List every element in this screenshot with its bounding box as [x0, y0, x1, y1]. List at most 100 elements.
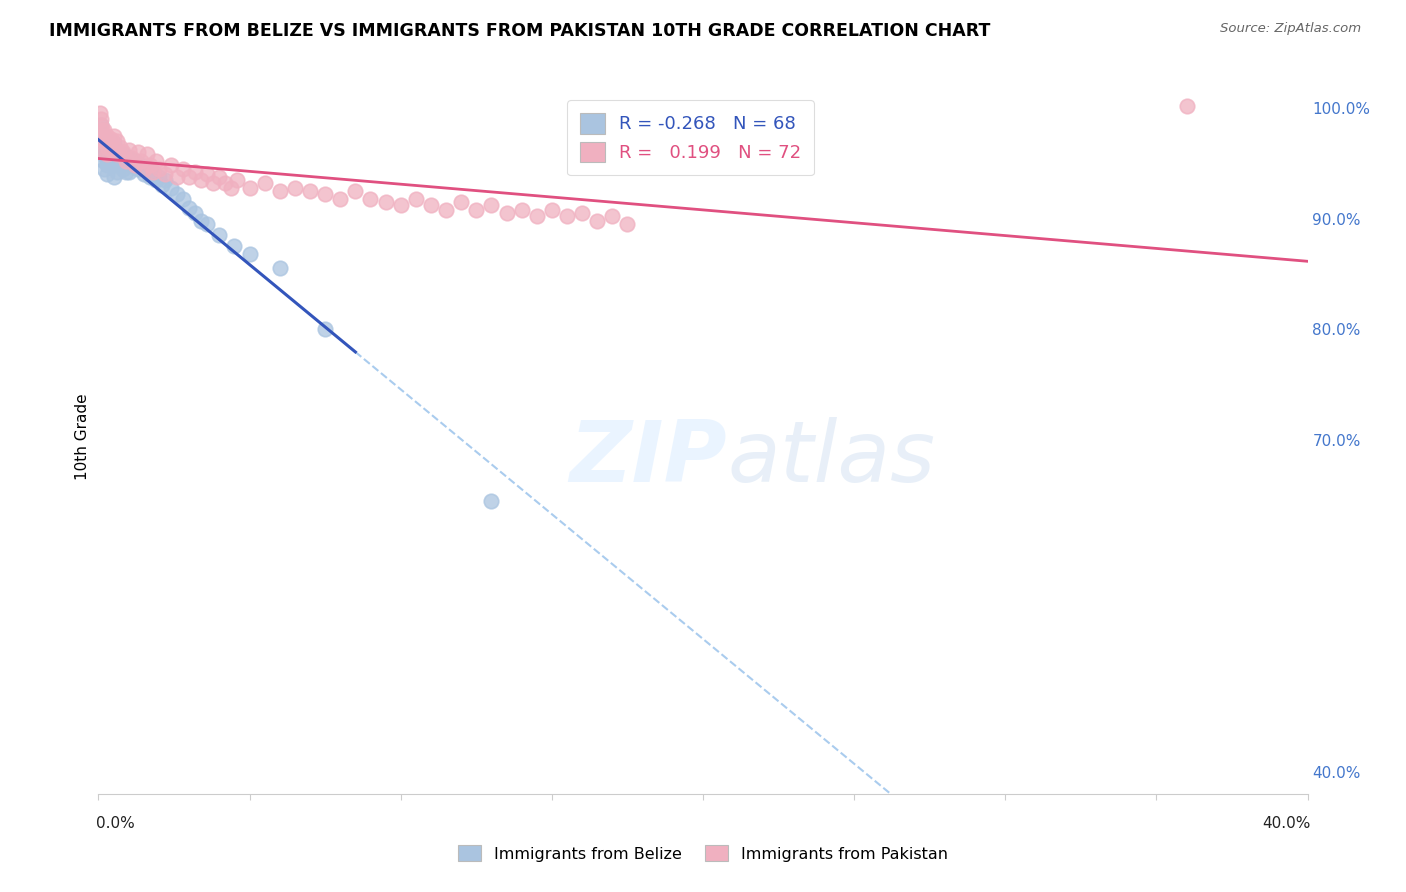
Point: [108, 159, 131, 173]
Point: [160, 180, 183, 194]
Point: [124, 154, 146, 169]
Point: [103, 136, 125, 151]
Point: [89, 134, 111, 148]
Point: [526, 210, 548, 224]
Point: [214, 176, 236, 190]
Point: [94, 134, 117, 148]
Text: atlas: atlas: [727, 417, 935, 500]
Point: [91, 128, 114, 143]
Point: [602, 210, 624, 224]
Point: [91, 134, 114, 148]
Point: [103, 139, 125, 153]
Point: [239, 247, 262, 261]
Text: 0.0%: 0.0%: [96, 816, 135, 831]
Point: [129, 154, 152, 169]
Point: [105, 147, 128, 161]
Point: [450, 194, 472, 209]
Point: [299, 184, 322, 198]
Point: [105, 156, 128, 170]
Point: [111, 161, 134, 176]
Point: [208, 169, 231, 184]
Point: [93, 145, 115, 160]
Point: [129, 159, 152, 173]
Point: [89, 106, 111, 120]
Point: [103, 128, 125, 143]
Point: [89, 128, 111, 143]
Point: [172, 192, 194, 206]
Point: [93, 161, 115, 176]
Point: [90, 118, 112, 132]
Point: [226, 173, 249, 187]
Point: [103, 169, 125, 184]
Point: [253, 176, 276, 190]
Point: [121, 151, 143, 165]
Text: 40.0%: 40.0%: [1263, 816, 1310, 831]
Point: [314, 322, 336, 336]
Point: [239, 180, 262, 194]
Point: [103, 159, 125, 173]
Point: [91, 123, 114, 137]
Point: [132, 161, 155, 176]
Point: [139, 159, 162, 173]
Point: [160, 159, 183, 173]
Point: [142, 165, 165, 179]
Point: [93, 154, 115, 169]
Text: IMMIGRANTS FROM BELIZE VS IMMIGRANTS FROM PAKISTAN 10TH GRADE CORRELATION CHART: IMMIGRANTS FROM BELIZE VS IMMIGRANTS FRO…: [49, 22, 991, 40]
Point: [90, 128, 112, 143]
Point: [114, 165, 136, 179]
Point: [90, 118, 112, 132]
Point: [142, 165, 165, 179]
Point: [269, 261, 291, 276]
Point: [224, 239, 246, 253]
Point: [284, 180, 307, 194]
Point: [184, 206, 207, 220]
Point: [93, 136, 115, 151]
Point: [344, 184, 367, 198]
Point: [91, 145, 114, 160]
Point: [360, 192, 382, 206]
Point: [124, 159, 146, 173]
Point: [153, 173, 176, 187]
Point: [329, 192, 352, 206]
Point: [121, 159, 143, 173]
Point: [190, 173, 212, 187]
Point: [94, 151, 117, 165]
Point: [93, 134, 115, 148]
Point: [481, 493, 503, 508]
Point: [172, 161, 194, 176]
Point: [139, 169, 162, 184]
Point: [434, 202, 457, 217]
Point: [100, 156, 122, 170]
Point: [195, 217, 218, 231]
Point: [100, 143, 122, 157]
Point: [101, 143, 124, 157]
Point: [127, 161, 149, 176]
Y-axis label: 10th Grade: 10th Grade: [75, 393, 90, 481]
Point: [221, 180, 243, 194]
Point: [93, 128, 115, 143]
Point: [420, 198, 443, 212]
Point: [179, 201, 201, 215]
Point: [118, 151, 141, 165]
Point: [145, 173, 167, 187]
Point: [465, 202, 488, 217]
Point: [93, 123, 115, 137]
Point: [96, 139, 118, 153]
Legend: R = -0.268   N = 68, R =   0.199   N = 72: R = -0.268 N = 68, R = 0.199 N = 72: [567, 100, 814, 175]
Point: [111, 147, 134, 161]
Point: [166, 187, 188, 202]
Point: [314, 187, 336, 202]
Legend: Immigrants from Belize, Immigrants from Pakistan: Immigrants from Belize, Immigrants from …: [453, 838, 953, 868]
Point: [405, 192, 427, 206]
Point: [96, 128, 118, 143]
Point: [93, 145, 115, 160]
Point: [96, 159, 118, 173]
Point: [118, 165, 141, 179]
Point: [100, 145, 122, 160]
Text: ZIP: ZIP: [569, 417, 727, 500]
Point: [166, 169, 188, 184]
Point: [179, 169, 201, 184]
Point: [90, 139, 112, 153]
Point: [108, 147, 131, 161]
Point: [148, 169, 170, 184]
